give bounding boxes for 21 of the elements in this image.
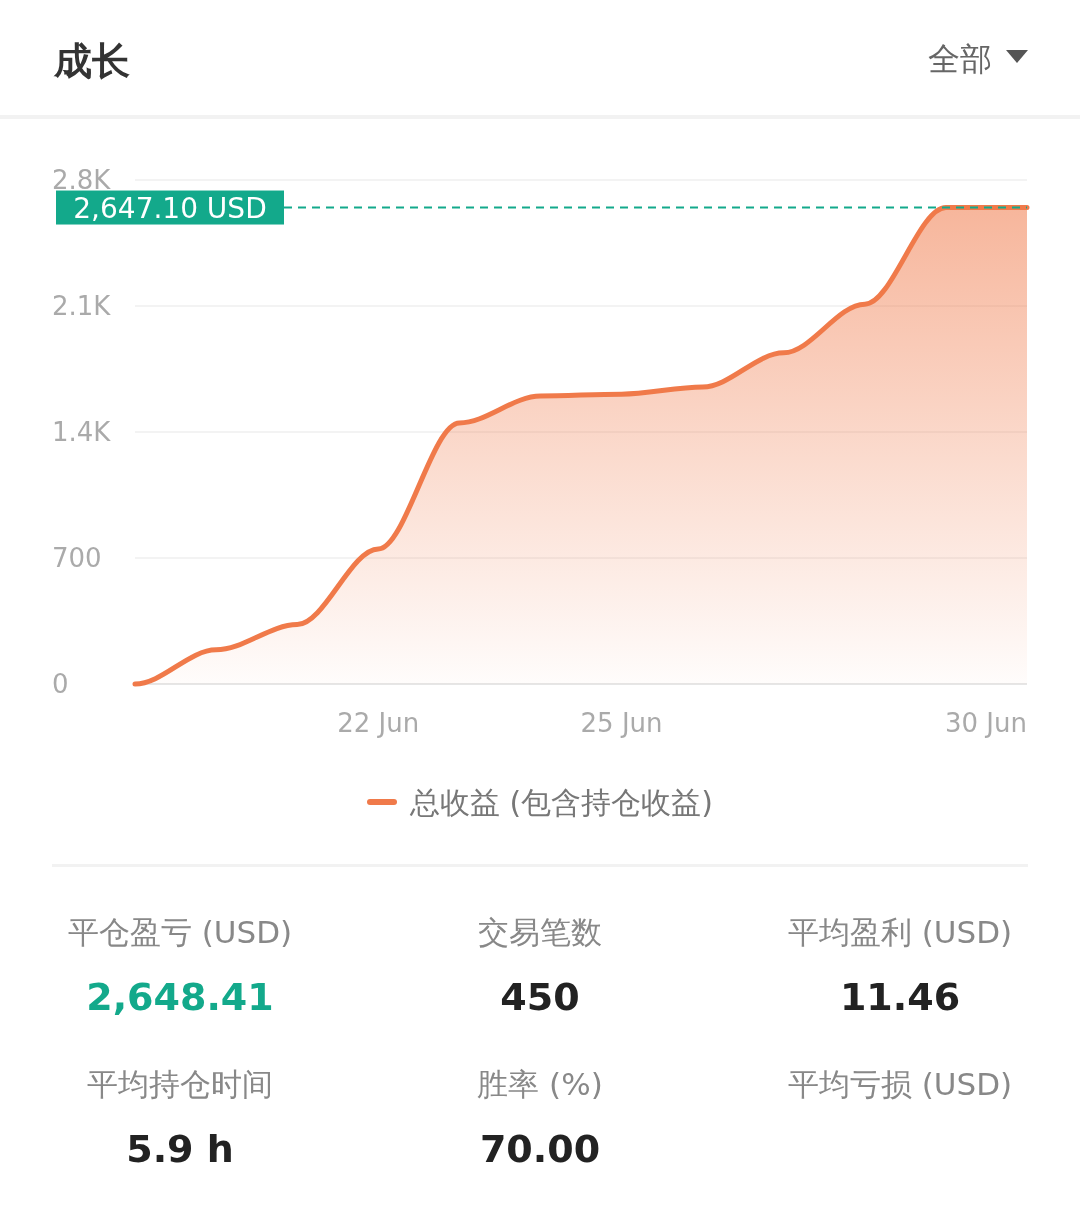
x-tick-label: 22 Jun <box>337 708 420 738</box>
text: 平均亏损 (USD) <box>787 1066 1013 1102</box>
text: 平仓盈亏 (USD) <box>67 914 293 950</box>
text: 5.9 h <box>126 1127 234 1171</box>
y-tick-label: 1.4K <box>52 417 112 447</box>
x-tick-label: 30 Jun <box>945 708 1027 738</box>
y-tick-label: 0 <box>52 669 69 699</box>
text: 平均持仓时间 <box>87 1066 273 1102</box>
x-tick-label: 25 Jun <box>580 708 663 738</box>
text: 平均盈利 (USD) <box>787 914 1013 950</box>
y-tick-label: 2.1K <box>52 291 112 321</box>
text: 70.00 <box>479 1127 601 1171</box>
text: 全部 <box>928 40 992 78</box>
text: 2,648.41 <box>86 975 274 1019</box>
chart-title: 成长 <box>53 39 130 83</box>
legend-label: 总收益 (包含持仓收益) <box>409 785 713 820</box>
y-tick-label: 700 <box>52 543 102 573</box>
text: 11.46 <box>839 975 961 1019</box>
text: 胜率 (%) <box>477 1066 603 1102</box>
text: 450 <box>500 975 580 1019</box>
text: 交易笔数 <box>478 914 602 950</box>
